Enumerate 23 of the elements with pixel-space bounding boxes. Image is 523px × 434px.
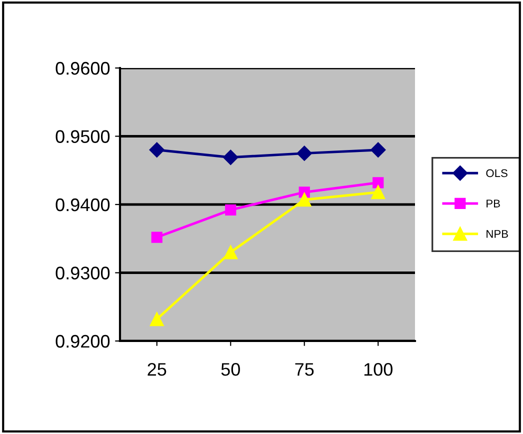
y-tick-label: 0.9200 [56,334,110,348]
point [371,185,386,200]
y-tick-label: 0.9500 [56,130,110,143]
legend-label: OLS [486,169,508,178]
x-tick-label: 50 [221,363,240,376]
point [296,146,312,161]
point [223,150,238,165]
y-tick-label: 0.9300 [56,266,110,280]
point [224,245,238,260]
point [151,232,162,243]
point [372,177,384,188]
legend-label: PB [486,200,500,208]
y-tick-label: 0.9600 [56,62,110,75]
point [150,312,164,326]
x-tick-label: 100 [364,363,392,376]
y-tick-label: 0.9400 [56,198,110,212]
legend-label: NPB [486,230,508,238]
x-tick-label: 25 [148,363,166,376]
point [370,142,386,158]
x-tick-label: 75 [295,363,314,376]
point [225,204,236,216]
point [149,142,164,158]
point [297,192,312,207]
